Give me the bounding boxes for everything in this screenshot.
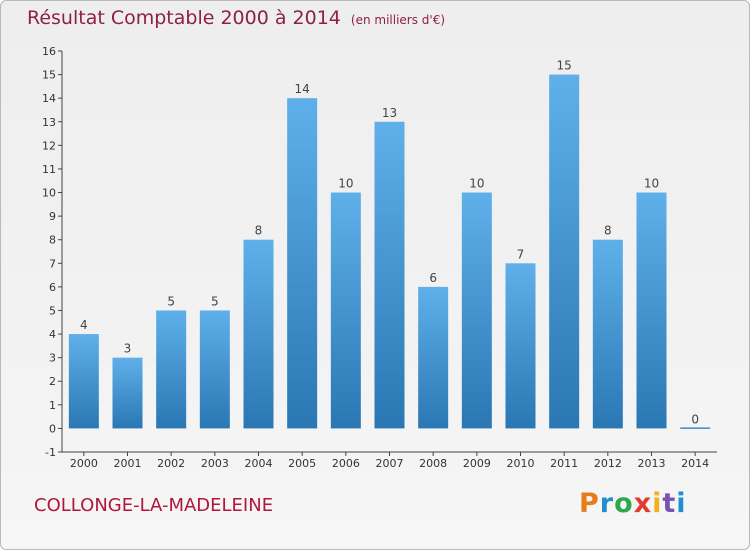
x-tick-label: 2013 (638, 457, 666, 470)
x-tick-label: 2006 (332, 457, 360, 470)
x-tick-label: 2003 (201, 457, 229, 470)
proxiti-logo[interactable]: Proxiti (579, 488, 687, 519)
y-tick-label: 16 (42, 45, 56, 58)
chart-title-text: Résultat Comptable 2000 à 2014 (27, 7, 341, 29)
logo-letter: i (676, 488, 687, 519)
bar (199, 310, 230, 429)
x-tick-label: 2002 (157, 457, 185, 470)
y-tick-label: 8 (49, 234, 56, 247)
bar-value-label: 10 (338, 177, 353, 191)
bar-value-label: 5 (211, 294, 219, 308)
bar-value-label: 6 (429, 271, 437, 285)
y-tick-label: 11 (42, 163, 56, 176)
y-tick-label: 2 (49, 375, 56, 388)
bar-value-label: 8 (604, 224, 612, 238)
x-tick-label: 2005 (288, 457, 316, 470)
x-tick-label: 2004 (245, 457, 273, 470)
y-tick-label: 9 (49, 210, 56, 223)
bar-value-label: 13 (382, 106, 397, 120)
y-tick-label: 3 (49, 352, 56, 365)
x-tick-label: 2012 (594, 457, 622, 470)
x-tick-label: 2001 (114, 457, 142, 470)
logo-letter: o (614, 488, 634, 519)
x-tick-label: 2010 (507, 457, 535, 470)
y-tick-label: 10 (42, 187, 56, 200)
logo-letter: i (652, 488, 663, 519)
bar (592, 239, 623, 429)
y-tick-label: 1 (49, 399, 56, 412)
bar-value-label: 15 (557, 59, 572, 73)
x-tick-label: 2011 (550, 457, 578, 470)
bar (156, 310, 187, 429)
x-tick-label: 2007 (376, 457, 404, 470)
chart-unit: (en milliers d'€) (350, 13, 446, 27)
x-tick-label: 2009 (463, 457, 491, 470)
city-name: COLLONGE-LA-MADELEINE (34, 495, 274, 516)
bar (418, 286, 449, 429)
logo-letter: t (662, 488, 677, 519)
bar-value-label: 7 (517, 247, 525, 261)
bar-value-label: 10 (644, 177, 659, 191)
y-tick-label: 4 (49, 328, 56, 341)
bar (680, 427, 711, 429)
bar (549, 74, 580, 429)
y-tick-label: 13 (42, 116, 56, 129)
y-tick-label: 0 (49, 422, 56, 435)
bar (374, 121, 405, 429)
bar-value-label: 8 (255, 224, 263, 238)
bar (330, 192, 361, 429)
y-tick-label: -1 (45, 446, 56, 459)
y-tick-label: 12 (42, 139, 56, 152)
x-tick-label: 2014 (681, 457, 709, 470)
bar-value-label: 4 (80, 318, 88, 332)
bar-value-label: 3 (124, 342, 132, 356)
bar-value-label: 5 (167, 294, 175, 308)
x-tick-label: 2008 (419, 457, 447, 470)
bar (505, 263, 536, 429)
x-tick-label: 2000 (70, 457, 98, 470)
bar (287, 98, 318, 429)
logo-letter: x (633, 488, 653, 519)
bar (461, 192, 492, 429)
logo-letter: r (599, 488, 615, 519)
bar-value-label: 14 (295, 82, 310, 96)
y-tick-label: 14 (42, 92, 56, 105)
bar (243, 239, 274, 429)
bar (636, 192, 667, 429)
logo-letter: P (579, 488, 600, 519)
bar-value-label: 0 (691, 412, 699, 426)
bar (68, 334, 99, 429)
y-tick-label: 7 (49, 257, 56, 270)
y-tick-label: 6 (49, 281, 56, 294)
bar (112, 357, 143, 429)
y-tick-label: 15 (42, 69, 56, 82)
chart-title: Résultat Comptable 2000 à 2014 (en millie… (27, 7, 445, 29)
bar-value-label: 10 (469, 177, 484, 191)
y-tick-label: 5 (49, 304, 56, 317)
